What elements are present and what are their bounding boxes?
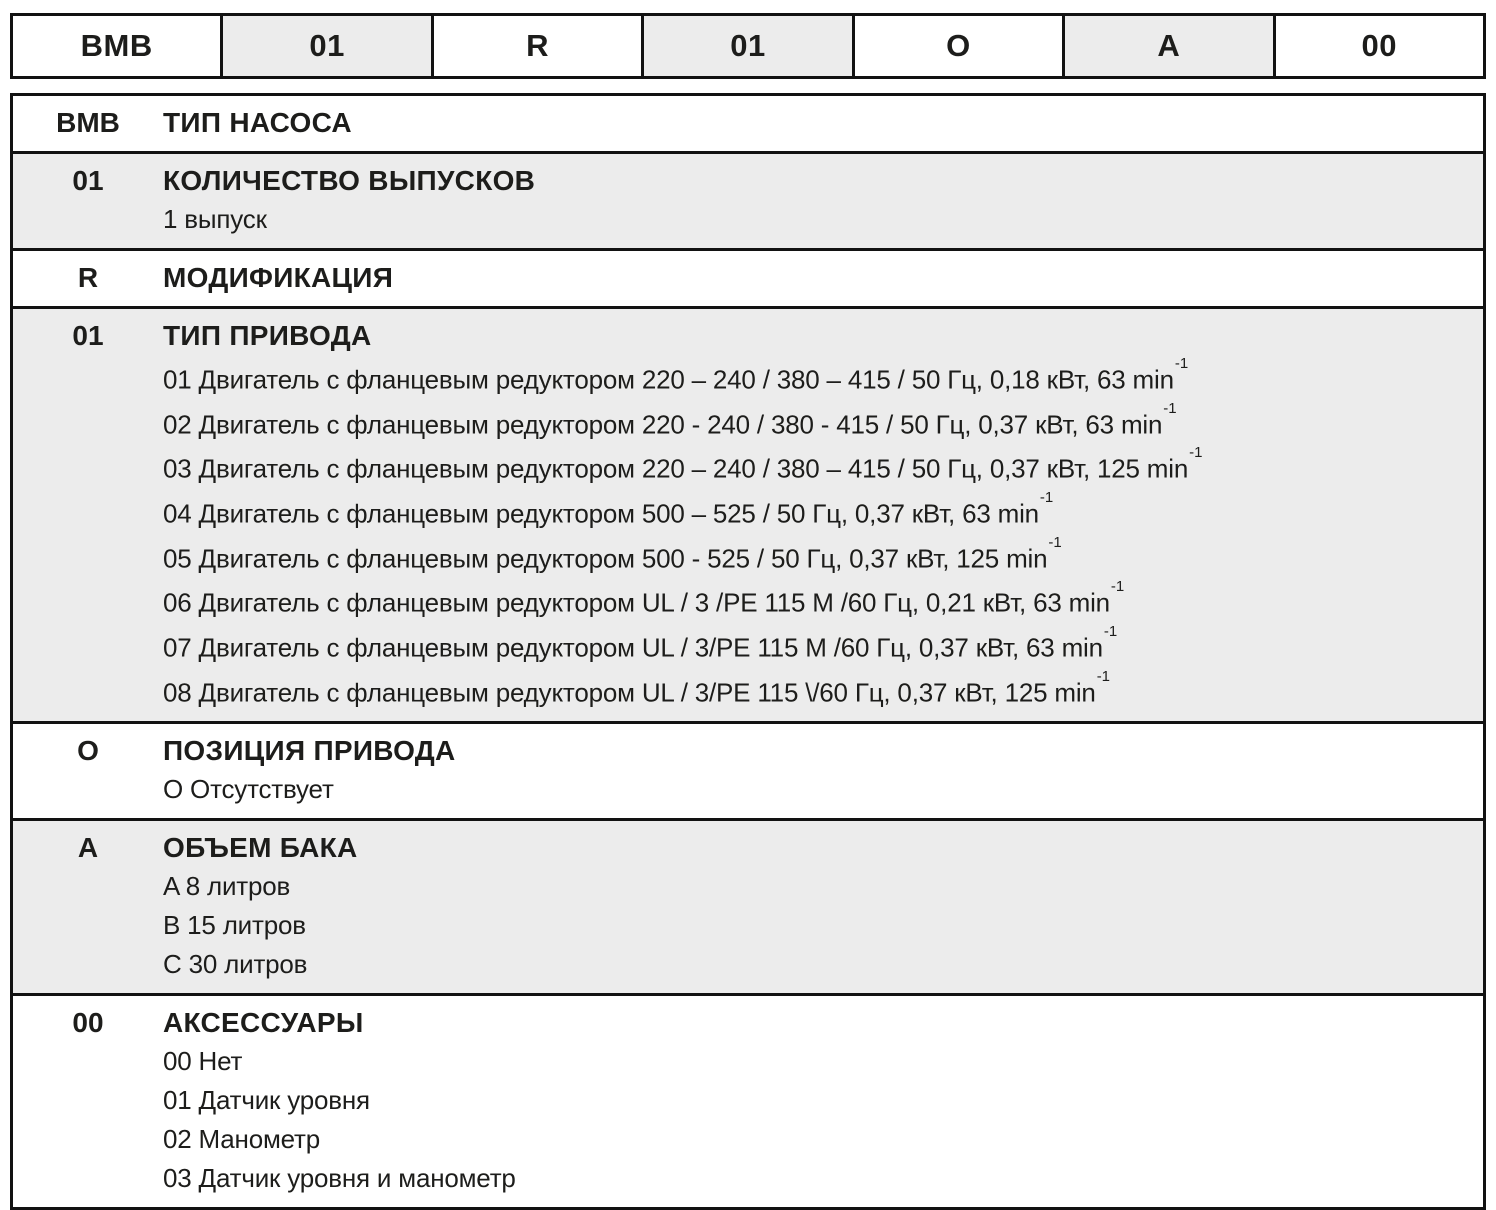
row-title: КОЛИЧЕСТВО ВЫПУСКОВ <box>163 165 536 196</box>
superscript-exponent: -1 <box>1103 622 1118 640</box>
code-cell-accessories: 00 <box>1361 28 1397 63</box>
row-title: ТИП ПРИВОДА <box>163 320 372 351</box>
option-line: 01 Датчик уровня <box>163 1085 370 1116</box>
row-title: ТИП НАСОСА <box>163 107 352 138</box>
option-line: 07 Двигатель с фланцевым редуктором UL /… <box>163 622 1118 663</box>
option-line: B 15 литров <box>163 910 306 941</box>
row-title: АКСЕССУАРЫ <box>163 1007 364 1039</box>
row-code: A <box>77 832 99 864</box>
option-line: 02 Двигатель с фланцевым редуктором 220 … <box>163 399 1177 440</box>
row-code: BMB <box>56 107 120 138</box>
option-line: 06 Двигатель с фланцевым редуктором UL /… <box>163 578 1125 618</box>
option-line: 08 Двигатель с фланцевым редуктором UL /… <box>163 667 1111 708</box>
code-cell-pump-type: BMB <box>13 16 224 76</box>
superscript-exponent: -1 <box>1048 533 1062 551</box>
code-cell-drive-pos: O <box>855 16 1066 76</box>
row-title: ПОЗИЦИЯ ПРИВОДА <box>163 735 456 767</box>
superscript-exponent: -1 <box>1110 578 1125 596</box>
option-line: A 8 литров <box>163 871 291 902</box>
row-code: 00 <box>72 1007 104 1039</box>
spec-table: BMB ТИП НАСОСА 01 КОЛИЧЕСТВО ВЫПУСКОВ 1 … <box>10 93 1486 1210</box>
row-code: 01 <box>72 320 104 351</box>
option-line: 05 Двигатель с фланцевым редуктором 500 … <box>163 533 1062 574</box>
option-line: 02 Манометр <box>163 1124 321 1155</box>
option-line: O Отсутствует <box>163 774 334 805</box>
superscript-exponent: -1 <box>1174 355 1189 372</box>
row-code: O <box>77 735 99 767</box>
option-line: C 30 литров <box>163 949 308 980</box>
code-cell-drive-type: 01 <box>644 16 855 76</box>
row-code: 01 <box>72 165 104 196</box>
spec-row-drive-position: O ПОЗИЦИЯ ПРИВОДА O Отсутствует <box>13 724 1483 822</box>
spec-row-outlets: 01 КОЛИЧЕСТВО ВЫПУСКОВ 1 выпуск <box>13 154 1483 251</box>
superscript-exponent: -1 <box>1096 667 1111 685</box>
superscript-exponent: -1 <box>1039 488 1054 506</box>
code-cell-tank-volume: A <box>1065 16 1276 76</box>
option-line: 03 Двигатель с фланцевым редуктором 220 … <box>163 444 1203 484</box>
spec-row-modification: R МОДИФИКАЦИЯ <box>13 251 1483 309</box>
row-title: ОБЪЕМ БАКА <box>163 832 358 864</box>
row-title: МОДИФИКАЦИЯ <box>163 262 394 293</box>
option-line: 01 Двигатель с фланцевым редуктором 220 … <box>163 355 1189 395</box>
option-line: 00 Нет <box>163 1046 243 1077</box>
option-line: 1 выпуск <box>163 204 267 234</box>
spec-row-drive-type: 01 ТИП ПРИВОДА 01 Двигатель с фланцевым … <box>13 309 1483 725</box>
option-line: 04 Двигатель с фланцевым редуктором 500 … <box>163 488 1054 529</box>
option-line: 03 Датчик уровня и манометр <box>163 1163 516 1194</box>
spec-row-tank-volume: A ОБЪЕМ БАКА A 8 литров B 15 литров C 30… <box>13 821 1483 997</box>
spec-row-pump-type: BMB ТИП НАСОСА <box>13 96 1483 154</box>
superscript-exponent: -1 <box>1163 399 1177 417</box>
code-cell-outlets: 01 <box>223 16 434 76</box>
code-cell-modification: R <box>434 16 645 76</box>
spec-row-accessories: 00 АКСЕССУАРЫ 00 Нет 01 Датчик уровня 02… <box>13 996 1483 1207</box>
ordering-code-bar: BMB 01 R 01 O A 00 <box>10 13 1486 79</box>
superscript-exponent: -1 <box>1189 444 1203 462</box>
row-code: R <box>77 262 99 293</box>
